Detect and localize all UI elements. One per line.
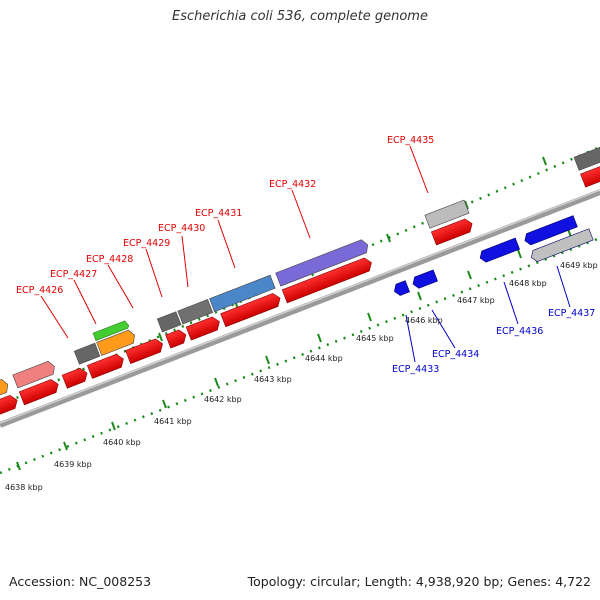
accession-text: Accession: NC_008253 [9,574,152,589]
map-title: Escherichia coli 536, complete genome [172,9,428,24]
cds-row-forward [0,163,600,420]
kbp-label: 4647 kbp [457,296,495,305]
gene-label: ECP_4434 [432,349,479,360]
kbp-label: 4645 kbp [356,334,394,343]
gene-label: ECP_4432 [269,179,316,190]
gene-label: ECP_4431 [195,208,242,219]
kbp-label: 4642 kbp [204,395,242,404]
inner-major-ticks [16,228,572,471]
kbp-label: 4640 kbp [103,438,141,447]
kbp-label: 4643 kbp [254,375,292,384]
gene-label: ECP_4426 [16,285,63,296]
gene-label: ECP_4433 [392,364,439,375]
gene-label: ECP_4430 [158,223,205,234]
kbp-label: 4648 kbp [509,279,547,288]
kbp-label: 4639 kbp [54,460,92,469]
kbp-label: 4646 kbp [405,316,443,325]
kbp-label: 4641 kbp [154,417,192,426]
forward-gene-labels: ECP_4426 ECP_4427 ECP_4428 ECP_4429 ECP_… [16,135,434,296]
gene-label: ECP_4429 [123,238,170,249]
forward-callout-lines [40,145,429,339]
cds-row-forward-2 [0,146,600,403]
cds-row-reverse [394,215,594,296]
gene-label: ECP_4428 [86,254,133,265]
kbp-labels: 4638 kbp 4639 kbp 4640 kbp 4641 kbp 4642… [5,261,598,492]
genome-backbone [0,189,600,428]
green-feature [92,320,130,341]
genome-summary-text: Topology: circular; Length: 4,938,920 bp… [247,574,591,589]
kbp-label: 4649 kbp [560,261,598,270]
gene-label: ECP_4436 [496,326,543,337]
gene-label: ECP_4437 [548,308,595,319]
reverse-gene-labels: ECP_4433 ECP_4434 ECP_4436 ECP_4437 [392,308,595,375]
kbp-label: 4638 kbp [5,483,43,492]
reverse-callout-lines [405,265,571,363]
gene-label: ECP_4427 [50,269,97,280]
kbp-label: 4644 kbp [305,354,343,363]
gene-label: ECP_4435 [387,135,434,146]
